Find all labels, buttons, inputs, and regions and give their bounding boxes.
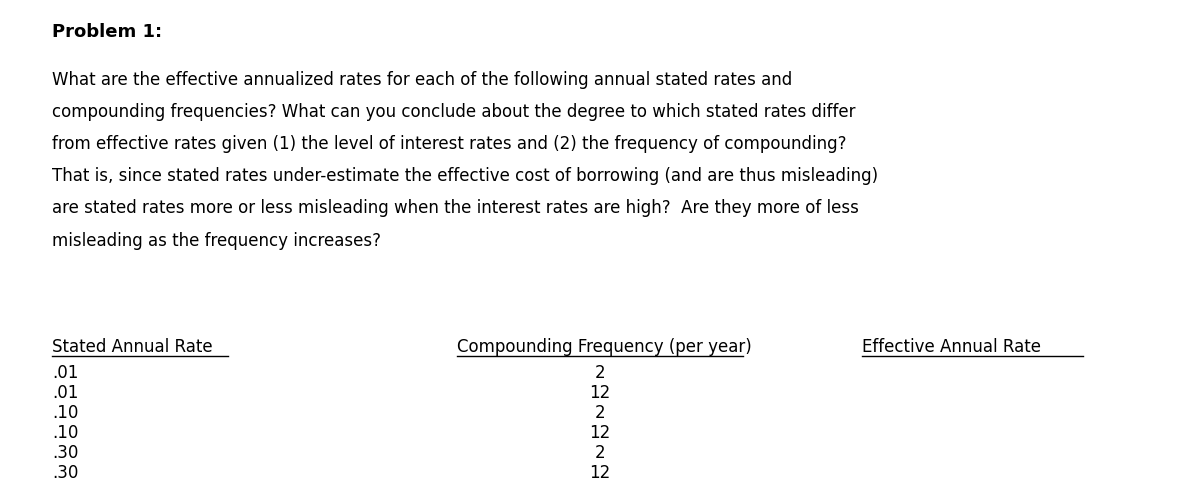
Text: .10: .10 xyxy=(52,423,78,441)
Text: 2: 2 xyxy=(595,443,605,461)
Text: That is, since stated rates under-estimate the effective cost of borrowing (and : That is, since stated rates under-estima… xyxy=(52,167,878,185)
Text: from effective rates given (1) the level of interest rates and (2) the frequency: from effective rates given (1) the level… xyxy=(52,135,846,153)
Text: 12: 12 xyxy=(589,423,611,441)
Text: .01: .01 xyxy=(52,364,78,382)
Text: What are the effective annualized rates for each of the following annual stated : What are the effective annualized rates … xyxy=(52,70,792,88)
Text: are stated rates more or less misleading when the interest rates are high?  Are : are stated rates more or less misleading… xyxy=(52,199,859,217)
Text: misleading as the frequency increases?: misleading as the frequency increases? xyxy=(52,231,380,249)
Text: Problem 1:: Problem 1: xyxy=(52,23,162,41)
Text: .30: .30 xyxy=(52,463,78,481)
Text: Stated Annual Rate: Stated Annual Rate xyxy=(52,338,212,356)
Text: .01: .01 xyxy=(52,384,78,402)
Text: Effective Annual Rate: Effective Annual Rate xyxy=(862,338,1042,356)
Text: 12: 12 xyxy=(589,384,611,402)
Text: compounding frequencies? What can you conclude about the degree to which stated : compounding frequencies? What can you co… xyxy=(52,102,856,121)
Text: .10: .10 xyxy=(52,404,78,421)
Text: Compounding Frequency (per year): Compounding Frequency (per year) xyxy=(457,338,751,356)
Text: 2: 2 xyxy=(595,404,605,421)
Text: 12: 12 xyxy=(589,463,611,481)
Text: 2: 2 xyxy=(595,364,605,382)
Text: .30: .30 xyxy=(52,443,78,461)
